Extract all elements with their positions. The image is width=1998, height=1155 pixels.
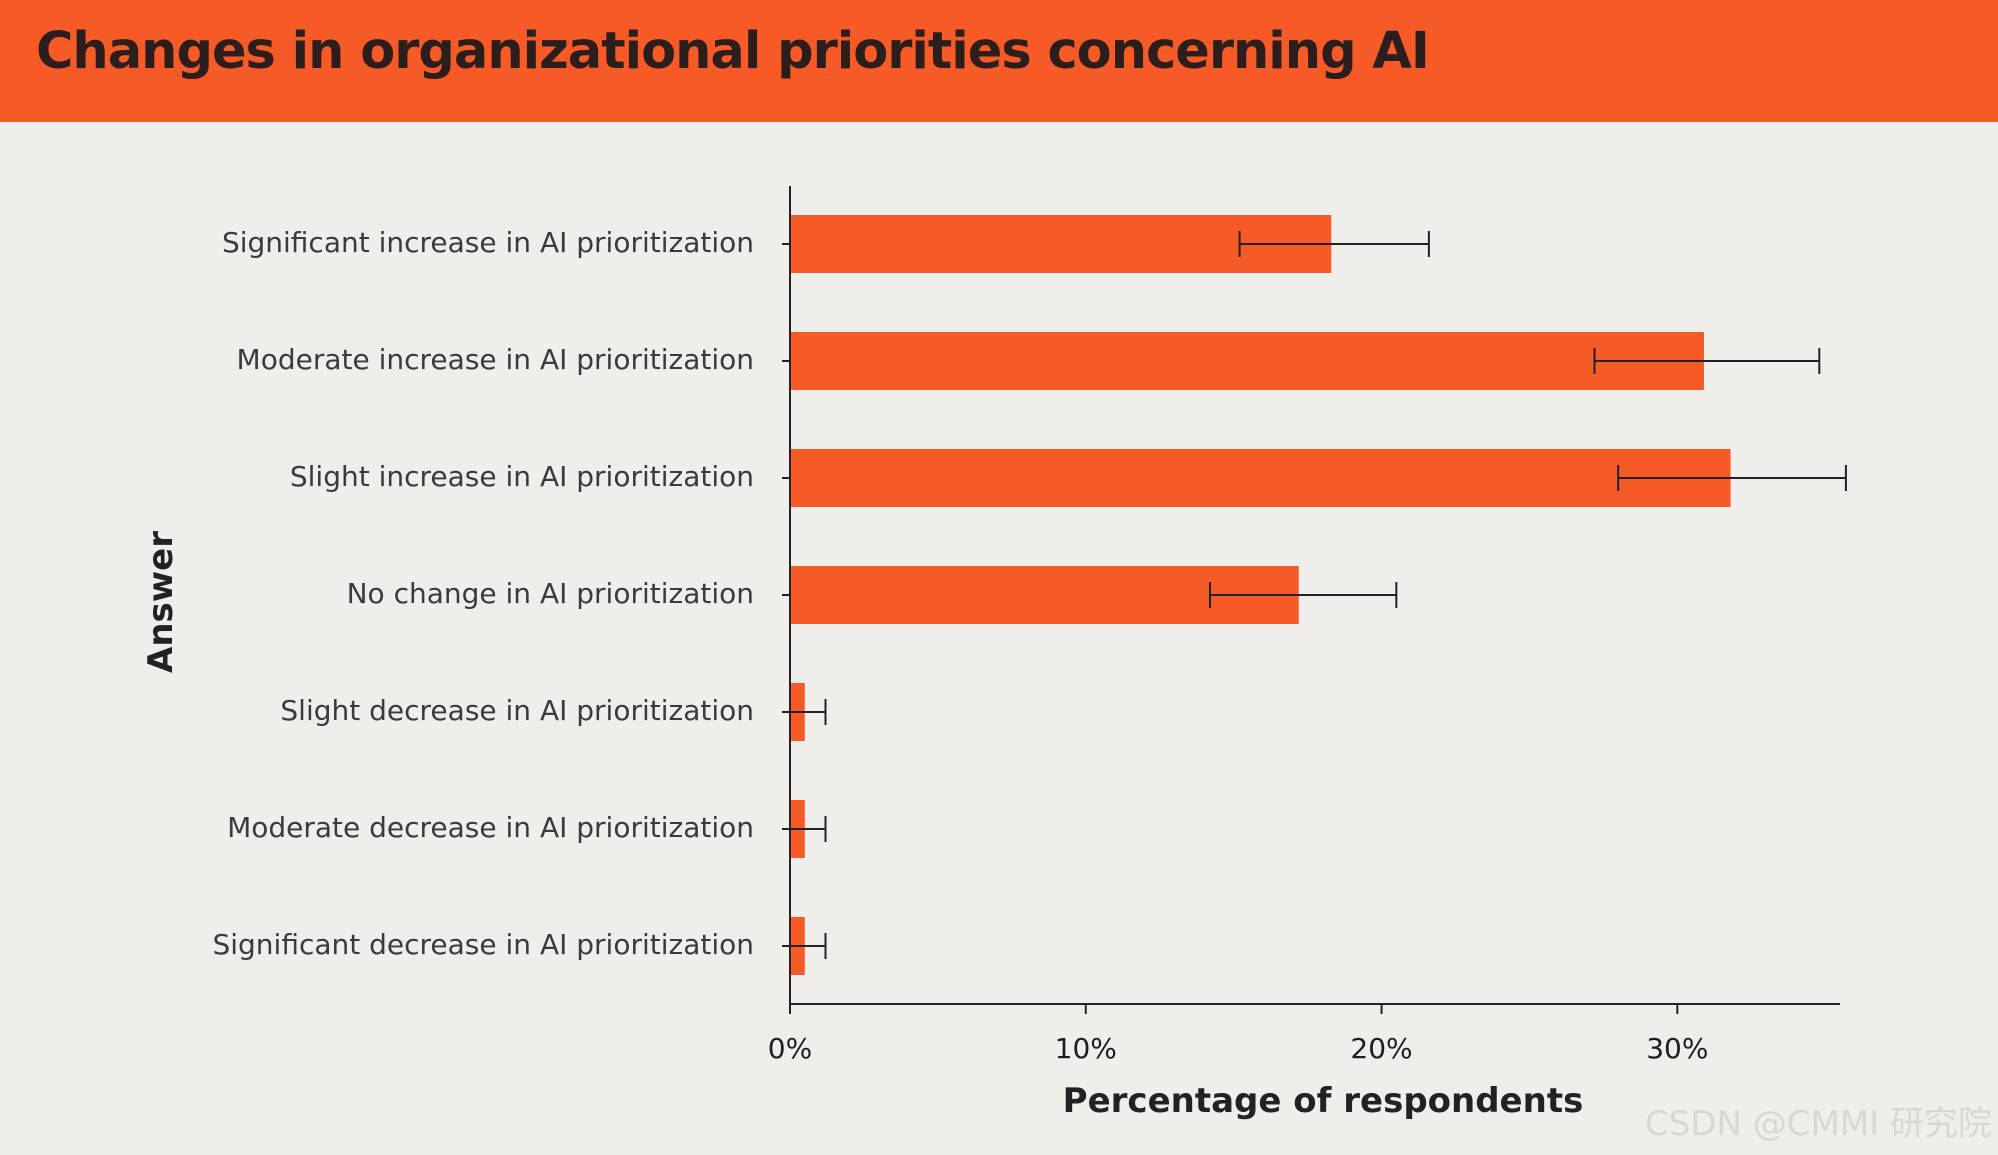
labels-layer: Significant increase in AI prioritizatio… <box>141 226 1708 1121</box>
x-axis-title: Percentage of respondents <box>1063 1081 1584 1121</box>
x-tick-label: 10% <box>1055 1032 1117 1065</box>
x-tick-label: 30% <box>1646 1032 1708 1065</box>
y-tick-label: Slight decrease in AI prioritization <box>280 694 754 727</box>
y-tick-label: Significant decrease in AI prioritizatio… <box>212 928 754 961</box>
header-banner: Changes in organizational priorities con… <box>0 0 1998 122</box>
page-title: Changes in organizational priorities con… <box>36 22 1430 81</box>
y-tick-label: Significant increase in AI prioritizatio… <box>222 226 754 259</box>
x-tick-label: 20% <box>1350 1032 1412 1065</box>
error-bars-layer <box>789 231 1847 959</box>
y-tick-label: Moderate decrease in AI prioritization <box>227 811 754 844</box>
y-axis-title: Answer <box>141 531 181 673</box>
x-tick-label: 0% <box>768 1032 812 1065</box>
axes-layer <box>782 186 1840 1014</box>
y-tick-label: Slight increase in AI prioritization <box>290 460 754 493</box>
y-tick-label: Moderate increase in AI prioritization <box>237 343 754 376</box>
bar <box>790 449 1731 507</box>
y-tick-label: No change in AI prioritization <box>347 577 754 610</box>
bar <box>790 332 1704 390</box>
watermark: CSDN @CMMI 研究院 <box>1645 1104 1992 1144</box>
